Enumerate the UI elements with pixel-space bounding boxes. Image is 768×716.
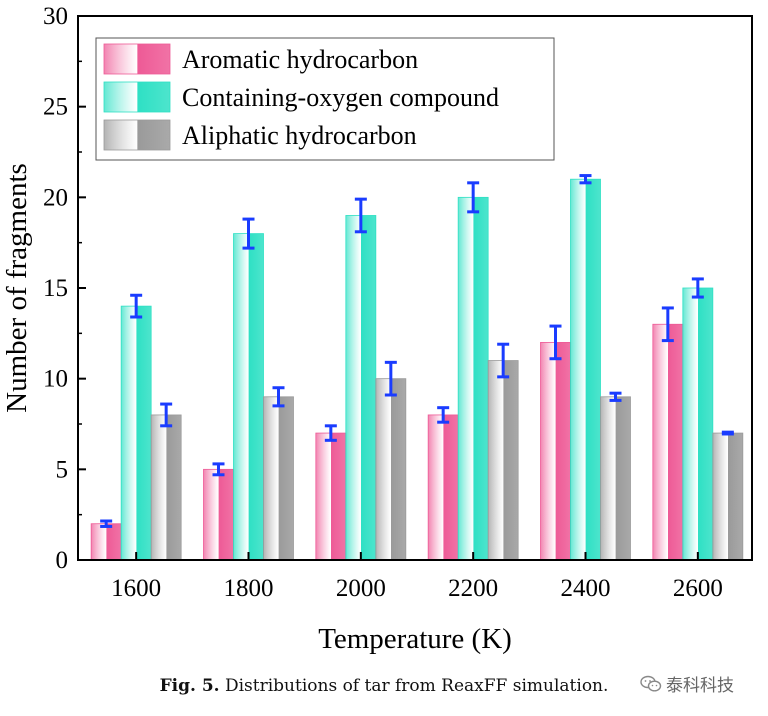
bar-3-2000: [375, 378, 407, 561]
error-bar: [242, 217, 255, 250]
error-bar: [721, 430, 734, 436]
x-axis-title: Temperature (K): [318, 623, 512, 655]
bar-1-1800: [203, 468, 234, 561]
watermark: 泰科科技: [640, 671, 734, 696]
y-tick-label: 20: [43, 184, 68, 211]
bar-3-1600: [150, 414, 182, 561]
bar-chart: 0 5 10 15 20 25 30 1600 1800 2000 2200 2400 2600 Te…: [1, 3, 753, 655]
error-bar: [130, 293, 143, 319]
bar-2-2400: [570, 178, 601, 561]
error-bar: [384, 360, 397, 397]
x-tick-label: 2200: [448, 575, 498, 602]
bar-2-1800: [233, 233, 264, 561]
legend-swatch: [103, 119, 171, 151]
x-tick-label: 2600: [673, 575, 723, 602]
error-bar: [212, 462, 225, 477]
caption-text: Distributions of tar from ReaxFF simulat…: [224, 676, 609, 696]
y-tick-label: 25: [43, 94, 68, 121]
legend: Aromatic hydrocarbon Containing-oxygen co…: [95, 37, 555, 161]
y-tick-label: 5: [56, 456, 69, 483]
y-tick-label: 30: [43, 3, 68, 30]
error-bar: [579, 174, 592, 185]
error-bar: [160, 402, 173, 428]
legend-swatch: [103, 81, 171, 113]
legend-box: [95, 37, 555, 161]
x-tick-label: 1600: [111, 575, 161, 602]
y-tick-label: 15: [43, 275, 68, 302]
bar-1-1600: [90, 523, 122, 561]
legend-label: Aromatic hydrocarbon: [182, 45, 418, 74]
error-bar: [661, 306, 674, 343]
bar-3-2600: [712, 432, 744, 561]
bar-1-2000: [315, 432, 347, 561]
error-bar: [549, 324, 562, 361]
x-tick-label: 1800: [224, 575, 274, 602]
bar-2-2600: [682, 287, 714, 561]
legend-label: Aliphatic hydrocarbon: [182, 121, 417, 150]
x-tick-label: 2400: [561, 575, 611, 602]
bar-2-1600: [120, 305, 152, 561]
error-bar: [437, 406, 450, 424]
error-bar: [609, 391, 622, 402]
error-bar: [691, 277, 704, 299]
y-tick-label: 0: [56, 547, 69, 574]
bars-layer: [90, 178, 744, 561]
y-axis-title: Number of fragments: [1, 163, 33, 413]
caption-label: Fig. 5.: [159, 676, 220, 696]
bar-1-2400: [540, 341, 571, 561]
x-tick-label: 2000: [336, 575, 386, 602]
bar-1-2200: [427, 414, 459, 561]
y-axis: 0 5 10 15 20 25 30: [43, 3, 86, 574]
bar-2-2200: [457, 196, 489, 561]
legend-swatch: [103, 43, 171, 75]
error-bar: [354, 197, 367, 234]
wechat-icon: [640, 675, 662, 692]
error-bar: [324, 424, 337, 442]
bar-3-2400: [600, 396, 631, 561]
bar-3-2200: [487, 360, 519, 561]
watermark-text: 泰科科技: [666, 676, 734, 696]
legend-label: Containing-oxygen compound: [182, 83, 499, 112]
error-bars-layer: [100, 174, 734, 528]
figure-caption: Fig. 5. Distributions of tar from ReaxFF…: [0, 676, 768, 696]
error-bar: [467, 181, 480, 214]
x-axis: 1600 1800 2000 2200 2400 2600: [111, 552, 723, 602]
error-bar: [100, 519, 113, 528]
bar-2-2000: [345, 215, 377, 561]
bar-3-1800: [263, 396, 294, 561]
error-bar: [497, 342, 510, 379]
y-tick-label: 10: [43, 366, 68, 393]
bar-1-2600: [652, 323, 684, 561]
error-bar: [272, 386, 285, 408]
